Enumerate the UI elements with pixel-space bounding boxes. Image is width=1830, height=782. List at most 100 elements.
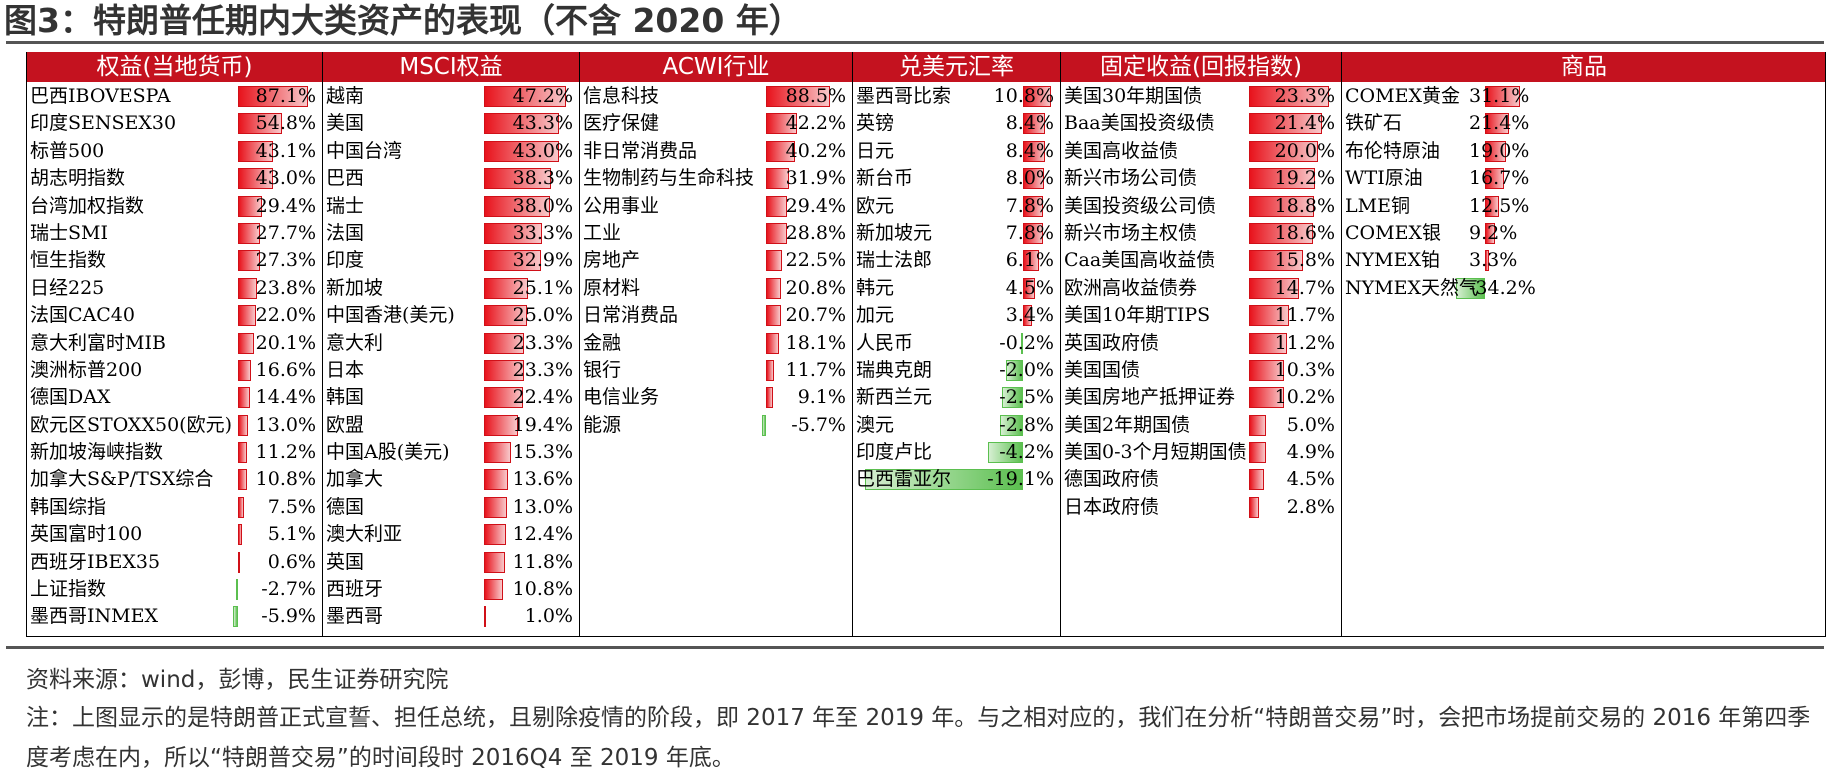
positive-bar [238, 195, 262, 217]
row-label: 韩元 [856, 276, 895, 299]
row-label: 电信业务 [583, 386, 660, 409]
row-label: 非日常消费品 [583, 139, 698, 162]
row-value: 10.2% [1274, 386, 1335, 409]
row-value: -34.2% [1469, 276, 1536, 299]
row-label: 日常消费品 [583, 304, 679, 327]
row-label: 韩国 [326, 386, 365, 409]
positive-bar [1249, 332, 1288, 354]
table-row: 恒生指数 27.3% [27, 247, 322, 274]
table-row: 英国富时100 5.1% [27, 521, 322, 548]
positive-bar [238, 469, 247, 491]
table-row: 巴西IBOVESPA 87.1% [27, 83, 322, 110]
row-label: 美国2年期国债 [1064, 413, 1191, 436]
row-label: 新兴市场公司债 [1064, 167, 1198, 190]
row-label: 美国0-3个月短期国债 [1064, 441, 1247, 464]
row-value: 20.7% [785, 304, 846, 327]
table-row: 电信业务 9.1% [580, 384, 852, 411]
positive-bar [238, 86, 308, 107]
row-value: 31.1% [1469, 85, 1530, 107]
row-label: 新加坡海峡指数 [30, 441, 164, 464]
row-value: 23.8% [255, 276, 316, 299]
row-value: 16.7% [1469, 167, 1530, 190]
row-label: 房地产 [583, 249, 641, 272]
row-label: 上证指数 [30, 578, 107, 601]
row-label: 澳元 [856, 413, 895, 436]
table-row: 巴西雷亚尔 -19.1% [853, 466, 1060, 493]
row-label: 欧盟 [326, 413, 365, 436]
table-row: 意大利富时MIB 20.1% [27, 330, 322, 357]
row-value: 31.9% [785, 167, 846, 190]
positive-bar [484, 168, 551, 190]
table-column: 固定收益(回报指数) 美国30年期国债 23.3% Baa美国投资级债 21.4% 美国高… [1060, 52, 1341, 637]
row-label: 日本 [326, 358, 365, 381]
table-row: 美国投资级公司债 18.8% [1061, 193, 1341, 220]
table-row: 德国DAX 14.4% [27, 384, 322, 411]
table-row: 韩元 4.5% [853, 275, 1060, 302]
row-value: 20.0% [1274, 139, 1335, 162]
positive-bar [766, 140, 796, 162]
positive-bar [1485, 86, 1520, 107]
row-label: 生物制药与生命科技 [583, 167, 755, 190]
row-list: 越南 47.2% 美国 43.3% 中国台湾 43.0% 巴西 38.3% 瑞士 38.0% 法国 3… [323, 83, 579, 631]
row-value: 18.6% [1274, 221, 1335, 244]
row-value: 87.1% [255, 85, 316, 107]
row-value: 47.2% [512, 85, 573, 107]
row-label: 墨西哥比索 [856, 85, 952, 107]
table-row: 原材料 20.8% [580, 275, 852, 302]
row-value: 14.7% [1274, 276, 1335, 299]
row-label: 英国 [326, 550, 365, 573]
row-label: 巴西 [326, 167, 365, 190]
top-rule [6, 41, 1824, 44]
figure-title: 图3：特朗普任期内大类资产的表现（不含 2020 年） [4, 1, 802, 40]
row-label: 工业 [583, 221, 622, 244]
column-header: ACWI行业 [580, 52, 852, 82]
row-label: 美国房地产抵押证券 [1064, 386, 1236, 409]
table-row: 医疗保健 42.2% [580, 110, 852, 137]
positive-bar [484, 332, 525, 354]
negative-bar [235, 579, 238, 601]
row-value: 40.2% [785, 139, 846, 162]
table-row: 信息科技 88.5% [580, 83, 852, 110]
positive-bar [1485, 140, 1507, 162]
row-value: 13.0% [255, 413, 316, 436]
table-row: Caa美国高收益债 15.8% [1061, 247, 1341, 274]
positive-bar [484, 222, 542, 244]
positive-bar [766, 277, 782, 299]
row-value: 7.8% [1005, 221, 1054, 244]
row-value: 3.3% [1469, 249, 1518, 272]
row-label: Baa美国投资级债 [1064, 112, 1215, 135]
row-label: 铁矿石 [1345, 112, 1403, 135]
row-value: -5.9% [261, 605, 316, 628]
table-row: 非日常消费品 40.2% [580, 138, 852, 165]
row-value: 1.0% [524, 605, 573, 628]
positive-bar [766, 250, 783, 272]
positive-bar [484, 469, 508, 491]
table-row: 澳洲标普200 16.6% [27, 357, 322, 384]
row-value: 5.0% [1286, 413, 1335, 436]
negative-bar [988, 442, 1023, 464]
table-row: 银行 11.7% [580, 357, 852, 384]
row-value: 15.8% [1274, 249, 1335, 272]
column-header: MSCI权益 [323, 52, 579, 82]
row-value: 2.8% [1286, 495, 1335, 518]
row-value: 0.6% [267, 550, 316, 573]
positive-bar [238, 414, 249, 436]
row-label: 新西兰元 [856, 386, 933, 409]
table-row: 中国台湾 43.0% [323, 138, 579, 165]
table-row: 加元 3.4% [853, 302, 1060, 329]
row-list: 美国30年期国债 23.3% Baa美国投资级债 21.4% 美国高收益债 20.0% 新兴… [1061, 83, 1341, 521]
row-label: 新加坡元 [856, 221, 933, 244]
row-value: 15.3% [512, 441, 573, 464]
table-column: ACWI行业 信息科技 88.5% 医疗保健 42.2% 非日常消费品 40.2% 生物制药与… [579, 52, 852, 637]
positive-bar [484, 86, 566, 107]
positive-bar [1023, 113, 1045, 135]
positive-bar [484, 113, 560, 135]
row-label: 中国香港(美元) [326, 304, 455, 327]
table-row: 德国政府债 4.5% [1061, 466, 1341, 493]
row-label: 欧元 [856, 194, 895, 217]
table-row: Baa美国投资级债 21.4% [1061, 110, 1341, 137]
row-value: 23.3% [1274, 85, 1335, 107]
row-value: 12.4% [512, 523, 573, 546]
positive-bar [1023, 277, 1035, 299]
row-value: 10.3% [1274, 358, 1335, 381]
